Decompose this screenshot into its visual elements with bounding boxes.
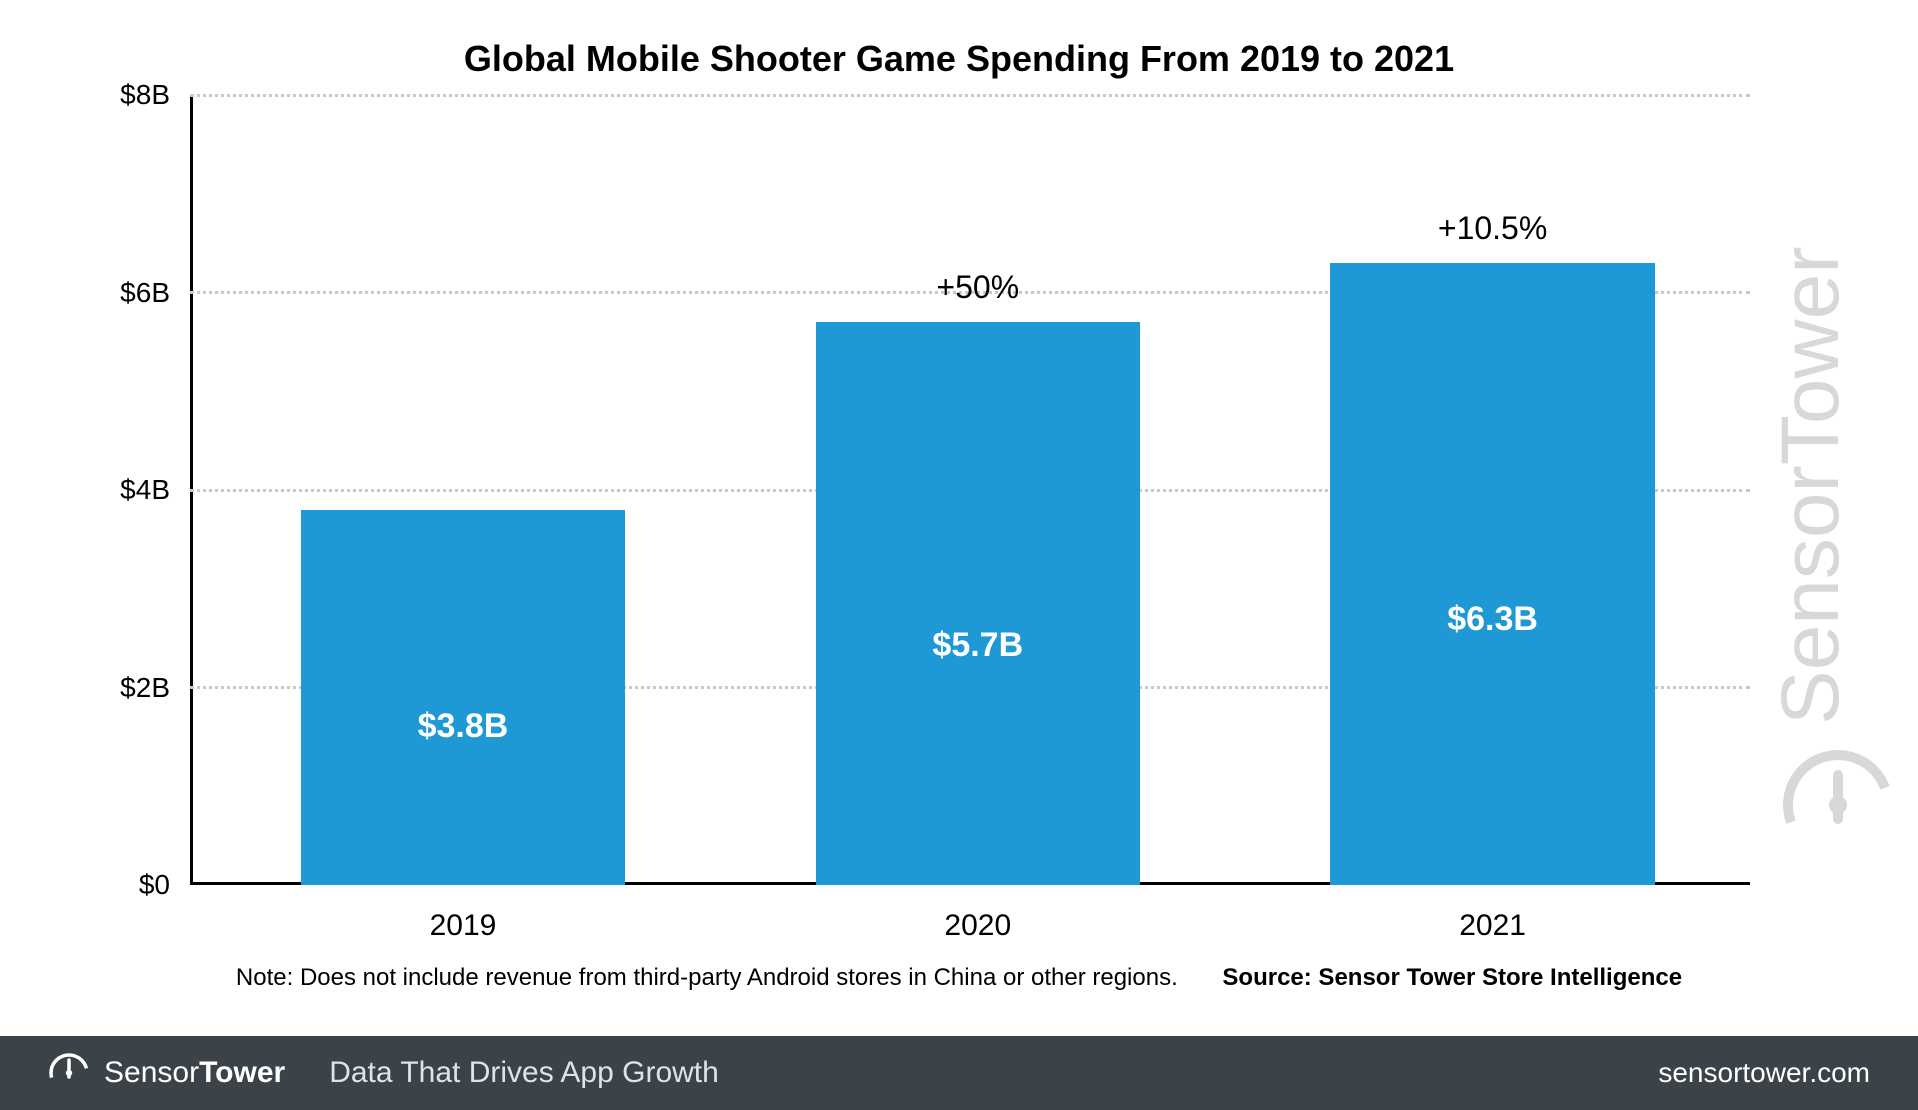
footer-bar: SensorTower Data That Drives App Growth … <box>0 1036 1918 1110</box>
footnote-source: Source: Sensor Tower Store Intelligence <box>1222 964 1682 991</box>
footer-brand-text: SensorTower <box>104 1056 285 1090</box>
chart-plot-area: $0$2B$4B$6B$8B$3.8B2019$5.7B+50%2020$6.3… <box>190 95 1750 885</box>
bar-value-label: $6.3B <box>1447 600 1538 639</box>
footer-url: sensortower.com <box>1658 1057 1870 1089</box>
bar: $6.3B+10.5% <box>1330 263 1654 885</box>
bar: $3.8B <box>301 510 625 885</box>
sensortower-watermark: SensorTower <box>1778 165 1898 885</box>
y-axis-tick-label: $4B <box>120 474 170 506</box>
bar: $5.7B+50% <box>816 322 1140 885</box>
y-axis-tick-label: $2B <box>120 672 170 704</box>
chart-footnote: Note: Does not include revenue from thir… <box>0 964 1918 992</box>
page: Global Mobile Shooter Game Spending From… <box>0 0 1918 1110</box>
footer-tagline: Data That Drives App Growth <box>329 1056 719 1090</box>
y-axis-tick-label: $6B <box>120 277 170 309</box>
x-axis-category-label: 2020 <box>944 909 1011 943</box>
bar-growth-label: +10.5% <box>1438 210 1547 247</box>
footnote-note: Note: Does not include revenue from thir… <box>236 964 1178 991</box>
bar-value-label: $3.8B <box>418 707 509 746</box>
bar-value-label: $5.7B <box>932 626 1023 665</box>
y-axis-tick-label: $8B <box>120 79 170 111</box>
sensortower-logo-icon <box>48 1052 90 1094</box>
y-axis-tick-label: $0 <box>139 869 170 901</box>
bar-growth-label: +50% <box>936 269 1019 306</box>
x-axis-category-label: 2019 <box>430 909 497 943</box>
chart-title: Global Mobile Shooter Game Spending From… <box>0 38 1918 80</box>
grid-line <box>190 94 1750 97</box>
x-axis-category-label: 2021 <box>1459 909 1526 943</box>
watermark-text: SensorTower <box>1778 246 1856 725</box>
footer-logo: SensorTower <box>48 1052 285 1094</box>
